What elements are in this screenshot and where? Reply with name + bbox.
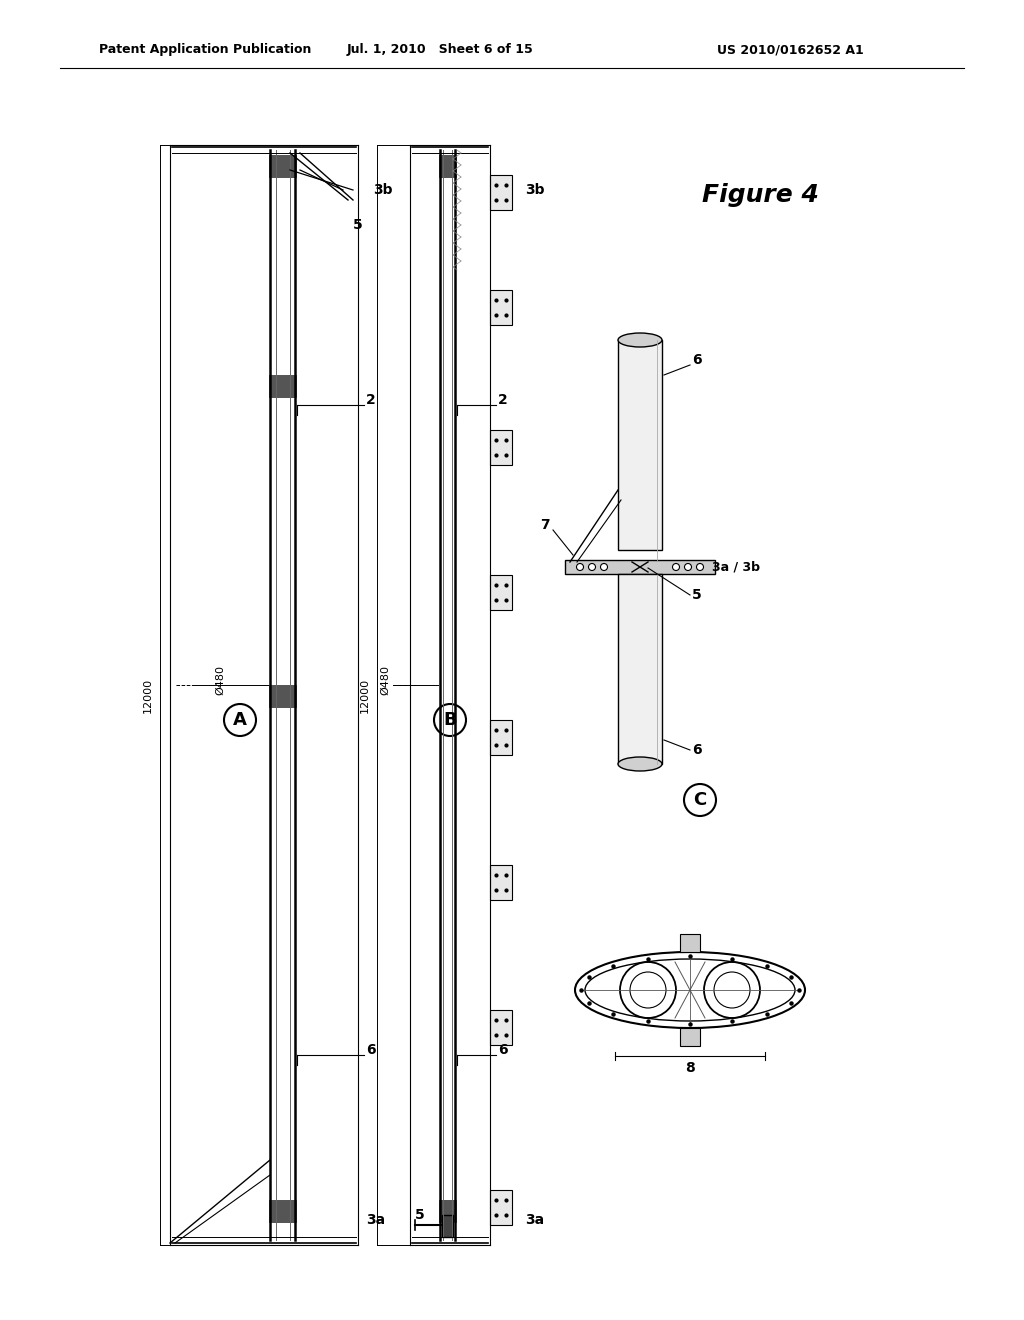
- Text: Figure 4: Figure 4: [701, 183, 818, 207]
- Circle shape: [696, 564, 703, 570]
- Circle shape: [589, 564, 596, 570]
- Text: B: B: [443, 711, 457, 729]
- Ellipse shape: [618, 333, 662, 347]
- Bar: [565, 560, 715, 574]
- Text: 6: 6: [692, 743, 701, 756]
- Circle shape: [673, 564, 680, 570]
- Text: 6: 6: [692, 352, 701, 367]
- Circle shape: [577, 564, 584, 570]
- Text: 3a / 3b: 3a / 3b: [712, 561, 760, 573]
- Text: Patent Application Publication: Patent Application Publication: [98, 44, 311, 57]
- Bar: [490, 430, 512, 465]
- Text: US 2010/0162652 A1: US 2010/0162652 A1: [717, 44, 863, 57]
- Text: 7: 7: [541, 517, 550, 532]
- Text: 8: 8: [685, 1061, 695, 1074]
- Text: 3b: 3b: [373, 183, 392, 197]
- Text: 6: 6: [366, 1043, 376, 1057]
- Bar: [680, 935, 700, 952]
- Text: 12000: 12000: [143, 677, 153, 713]
- Text: 3a: 3a: [366, 1213, 385, 1228]
- Bar: [680, 1028, 700, 1045]
- Bar: [269, 154, 296, 177]
- Text: Jul. 1, 2010   Sheet 6 of 15: Jul. 1, 2010 Sheet 6 of 15: [347, 44, 534, 57]
- Text: 6: 6: [498, 1043, 508, 1057]
- Bar: [490, 719, 512, 755]
- Text: 5: 5: [415, 1208, 425, 1222]
- Bar: [269, 1200, 296, 1222]
- Text: 3a: 3a: [525, 1213, 544, 1228]
- Circle shape: [600, 564, 607, 570]
- Text: Ø480: Ø480: [215, 665, 225, 696]
- Text: 5: 5: [692, 587, 701, 602]
- Text: 2: 2: [498, 393, 508, 407]
- Bar: [439, 1200, 456, 1222]
- Bar: [442, 1214, 453, 1237]
- Ellipse shape: [618, 756, 662, 771]
- Text: C: C: [693, 791, 707, 809]
- Text: 2: 2: [366, 393, 376, 407]
- Bar: [490, 176, 512, 210]
- Bar: [490, 290, 512, 325]
- Text: Ø480: Ø480: [380, 665, 390, 696]
- Text: 3b: 3b: [525, 183, 545, 197]
- Bar: [490, 1010, 512, 1045]
- Bar: [618, 341, 662, 550]
- Text: 5: 5: [353, 218, 362, 232]
- Bar: [490, 1191, 512, 1225]
- Circle shape: [684, 564, 691, 570]
- Bar: [490, 576, 512, 610]
- Bar: [439, 154, 456, 177]
- Bar: [269, 375, 296, 397]
- Bar: [490, 865, 512, 900]
- Bar: [269, 685, 296, 708]
- Text: A: A: [233, 711, 247, 729]
- Bar: [618, 574, 662, 764]
- Text: 12000: 12000: [360, 677, 370, 713]
